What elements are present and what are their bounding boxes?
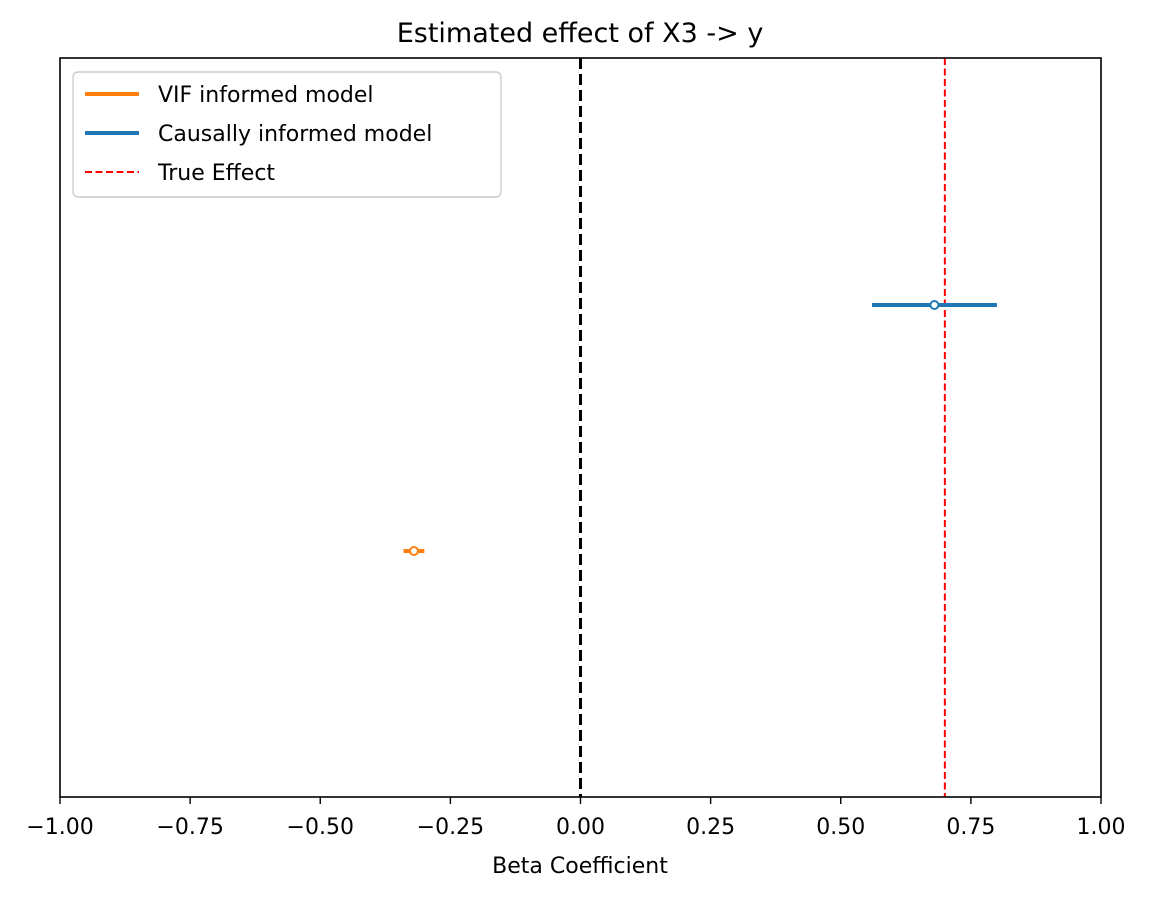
legend: VIF informed model Causally informed mode…	[72, 71, 502, 198]
x-axis: −1.00 −0.75 −0.50 −0.25 0.00 0.25 0.50 0.75 1.00	[26, 797, 1125, 840]
x-axis-label: Beta Coefficient	[492, 854, 668, 879]
x-tick-label: −0.50	[287, 815, 354, 840]
legend-label: VIF informed model	[158, 83, 374, 108]
x-tick-label: −0.25	[417, 815, 484, 840]
chart-title: Estimated effect of X3 -> y	[397, 18, 764, 49]
point-estimate-vif-informed-model	[408, 546, 419, 556]
legend-box	[72, 71, 502, 198]
x-tick-label: 0.00	[556, 815, 605, 840]
x-tick-label: 0.50	[816, 815, 865, 840]
x-tick-label: −1.00	[26, 815, 93, 840]
x-tick-label: 1.00	[1077, 815, 1126, 840]
x-tick-label: −0.75	[156, 815, 223, 840]
plot-area	[403, 58, 997, 797]
x-tick-label: 0.25	[686, 815, 735, 840]
legend-label: True Effect	[157, 161, 275, 186]
point-estimate-causally-informed-model	[929, 300, 940, 310]
legend-label: Causally informed model	[158, 122, 432, 147]
x-tick-label: 0.75	[946, 815, 995, 840]
